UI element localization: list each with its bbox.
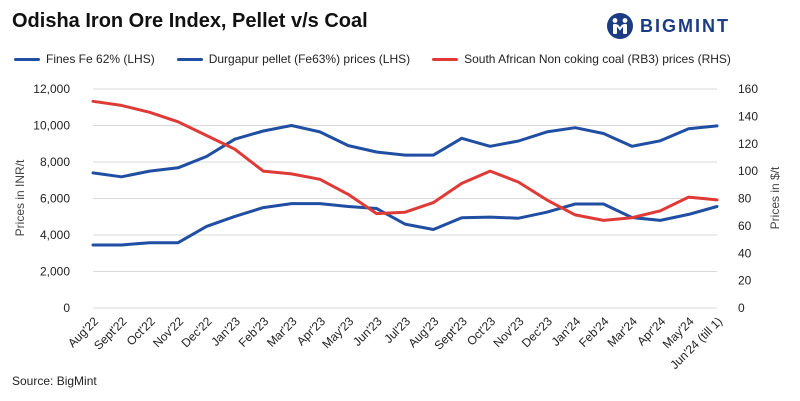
chart-title: Odisha Iron Ore Index, Pellet v/s Coal [12, 10, 368, 32]
right-tick-label: 60 [738, 219, 752, 233]
x-axis-ticks: Aug'22Sept'22Oct'22Nov'22Dec'22Jan'23Feb… [65, 314, 725, 372]
x-tick-label: Feb'23 [236, 314, 272, 350]
gridlines [93, 88, 717, 309]
bigmint-logo-icon [607, 13, 633, 39]
left-axis-title: Prices in INR/t [13, 159, 27, 236]
right-tick-label: 140 [738, 109, 758, 123]
x-tick-label: Mar'23 [264, 314, 300, 350]
x-tick-label: Dec'23 [519, 314, 555, 350]
legend-swatch-fines [14, 57, 40, 61]
right-tick-label: 100 [738, 164, 758, 178]
right-tick-label: 160 [738, 82, 758, 96]
right-axis-ticks: 0 20 40 60 80 100 120 140 160 [738, 82, 758, 315]
legend-item-pellet: Durgapur pellet (Fe63%) prices (LHS) [176, 52, 411, 66]
x-tick-label: Jan'24 [549, 314, 584, 349]
x-tick-label: May'23 [319, 314, 356, 351]
source-note: Source: BigMint [12, 374, 97, 388]
right-tick-label: 20 [738, 274, 752, 288]
left-tick-label: 4,000 [40, 228, 70, 242]
chart-legend: Fines Fe 62% (LHS) Durgapur pellet (Fe63… [14, 52, 753, 66]
x-tick-label: Sept'22 [91, 314, 130, 353]
logo-text: BIGMINT [640, 15, 730, 36]
right-axis-title: Prices in $/t [768, 166, 782, 229]
legend-item-fines: Fines Fe 62% (LHS) [14, 52, 155, 66]
left-tick-label: 6,000 [40, 192, 70, 206]
x-tick-label: Dec'22 [179, 314, 215, 350]
x-tick-label: Jan'23 [208, 314, 243, 349]
series-line-fines [91, 202, 719, 247]
series-line-coal [91, 99, 719, 222]
x-tick-label: Mar'24 [604, 314, 640, 350]
left-tick-label: 10,000 [33, 119, 70, 133]
right-tick-label: 80 [738, 192, 752, 206]
bigmint-logo: BIGMINT [606, 12, 730, 40]
right-tick-label: 40 [738, 246, 752, 260]
x-tick-label: Nov'23 [491, 314, 527, 350]
legend-swatch-coal [432, 57, 459, 61]
right-tick-label: 0 [738, 301, 745, 315]
series-line-pellet [91, 124, 719, 179]
x-tick-label: Jun'23 [350, 314, 385, 349]
legend-swatch-pellet [176, 57, 203, 61]
left-tick-label: 12,000 [33, 82, 70, 96]
right-tick-label: 120 [738, 137, 758, 151]
series-lines [91, 99, 719, 247]
legend-item-coal: South African Non coking coal (RB3) pric… [432, 52, 731, 66]
legend-label-pellet: Durgapur pellet (Fe63%) prices (LHS) [208, 52, 411, 66]
left-tick-label: 8,000 [40, 155, 70, 169]
left-axis-ticks: 0 2,000 4,000 6,000 8,000 10,000 12,000 [33, 82, 70, 315]
x-tick-label: Feb'24 [576, 314, 612, 350]
legend-label-coal: South African Non coking coal (RB3) pric… [464, 52, 731, 66]
left-tick-label: 0 [63, 301, 70, 315]
legend-label-fines: Fines Fe 62% (LHS) [46, 52, 155, 66]
x-tick-label: Sept'23 [431, 314, 470, 353]
x-tick-label: Nov'22 [150, 314, 186, 350]
left-tick-label: 2,000 [40, 265, 70, 279]
